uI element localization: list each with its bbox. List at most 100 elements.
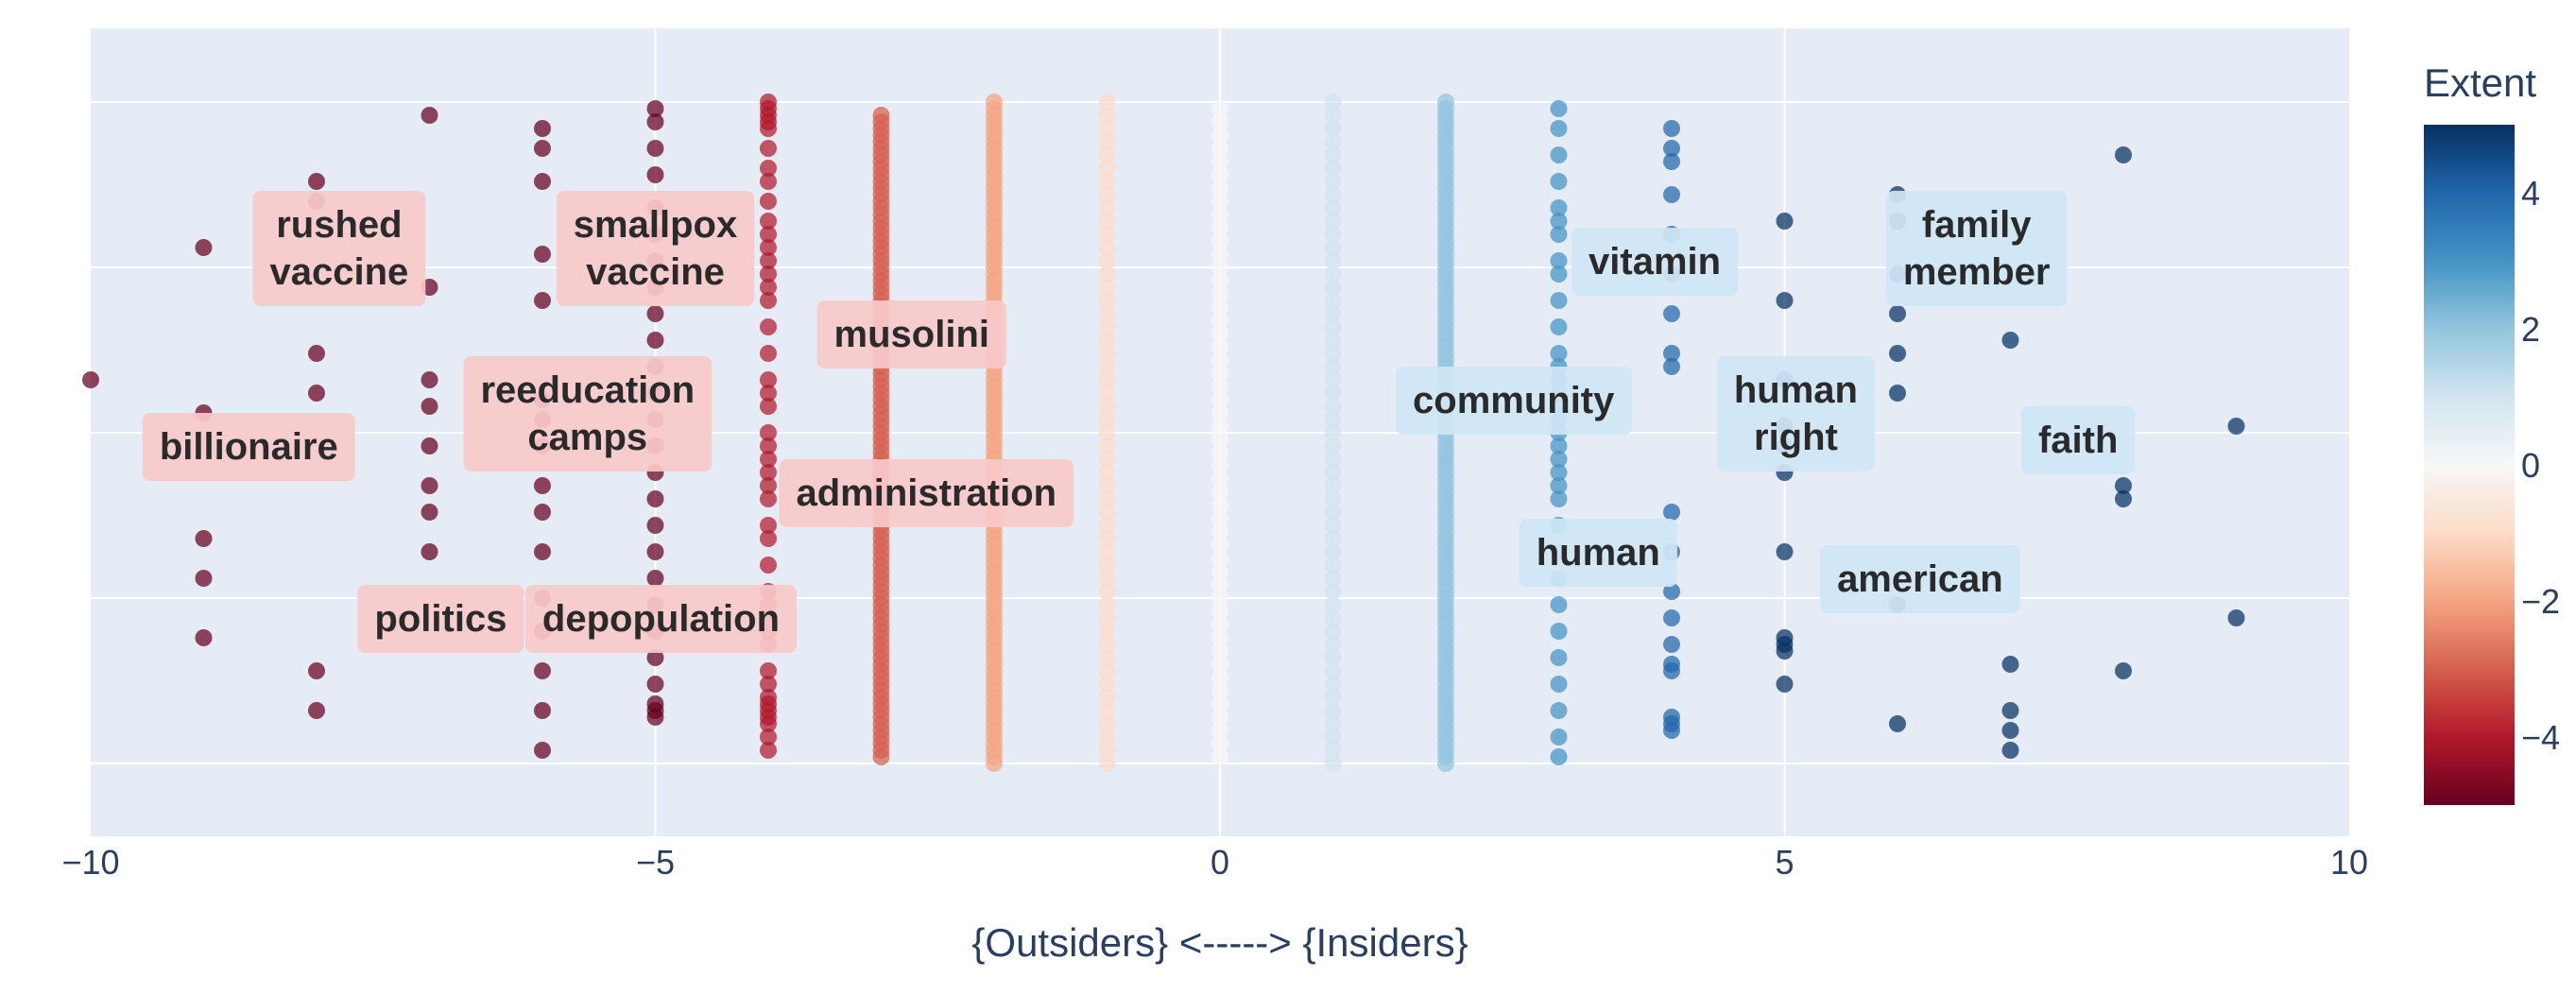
data-point (1211, 457, 1228, 474)
data-point (1211, 404, 1228, 421)
data-point (646, 543, 664, 560)
colorbar-tick-label: 2 (2521, 310, 2540, 349)
annotation-box (816, 300, 1006, 368)
annotation-text: community (1413, 380, 1615, 421)
data-point (760, 398, 777, 415)
annotation-box (252, 191, 426, 306)
data-point (1211, 180, 1228, 197)
annotation-label: human (1519, 519, 1677, 587)
data-point (1098, 755, 1116, 772)
data-point (1098, 133, 1116, 150)
data-point (1663, 583, 1680, 600)
data-point (1098, 689, 1116, 706)
data-point (1098, 728, 1116, 746)
data-point (1324, 490, 1342, 507)
data-point (1098, 345, 1116, 362)
data-point (1324, 345, 1342, 362)
annotation-label: family member (1885, 191, 2068, 306)
data-point (760, 464, 777, 481)
data-point (1324, 107, 1342, 124)
data-point (1211, 259, 1228, 276)
data-point (1098, 279, 1116, 296)
annotations: rushed vaccine smallpox vaccine musolini reed… (142, 191, 2136, 653)
data-point (1211, 629, 1228, 646)
data-point (1324, 133, 1342, 150)
data-point (534, 120, 551, 137)
annotation-box (556, 191, 755, 306)
data-point (1324, 213, 1342, 230)
data-point (1098, 398, 1116, 415)
annotation-label: rushed vaccine (252, 191, 426, 306)
data-point (1324, 596, 1342, 613)
data-point (760, 451, 777, 468)
colorbar-tick-label: −2 (2521, 582, 2560, 621)
colorbar: Extent 4 2 0 −2 −4 (2424, 60, 2560, 805)
data-point (1776, 543, 1794, 560)
data-point (1324, 557, 1342, 574)
data-point (1324, 609, 1342, 626)
data-point (1211, 682, 1228, 699)
annotation-label: smallpox vaccine (556, 191, 755, 306)
data-point (1663, 186, 1680, 203)
data-point (1324, 570, 1342, 587)
data-point (1324, 226, 1342, 243)
data-point (1550, 199, 1568, 216)
data-point (1550, 451, 1568, 468)
data-point (1550, 318, 1568, 335)
data-point (421, 107, 438, 124)
data-point (1211, 219, 1228, 236)
data-point (1098, 662, 1116, 679)
data-point (1098, 464, 1116, 481)
data-point (308, 662, 325, 679)
data-point (1098, 530, 1116, 547)
data-point (1324, 755, 1342, 772)
data-point (1776, 213, 1794, 230)
data-point (1324, 332, 1342, 349)
data-point (646, 709, 664, 726)
data-point (1098, 504, 1116, 521)
annotation-text: rushed (276, 204, 402, 246)
data-point (1098, 94, 1116, 111)
data-point (1550, 173, 1568, 190)
data-point (1324, 266, 1342, 283)
data-point (1211, 166, 1228, 183)
data-point (1663, 140, 1680, 157)
data-point (760, 279, 777, 296)
data-point (646, 166, 664, 183)
data-point (1098, 318, 1116, 335)
colorbar-title: Extent (2424, 60, 2536, 105)
data-point (1324, 728, 1342, 746)
annotation-text: vaccine (270, 251, 409, 293)
data-point (1550, 464, 1568, 481)
annotation-box (524, 585, 798, 653)
data-point (421, 543, 438, 560)
data-point (2001, 656, 2019, 673)
annotation-box (1820, 545, 2020, 613)
data-point (760, 517, 777, 534)
data-point (760, 173, 777, 190)
data-point (1098, 570, 1116, 587)
data-point (1211, 484, 1228, 501)
data-point (1324, 623, 1342, 640)
data-point (646, 490, 664, 507)
data-point (2001, 702, 2019, 719)
data-point (421, 437, 438, 454)
data-point (1211, 206, 1228, 223)
data-point (2115, 477, 2132, 494)
data-point (1550, 649, 1568, 666)
data-point (1324, 504, 1342, 521)
data-point (1211, 431, 1228, 448)
annotation-text: vaccine (586, 251, 725, 293)
data-point (1889, 305, 1906, 322)
data-point (421, 371, 438, 388)
data-point (1098, 517, 1116, 534)
data-point (2115, 146, 2132, 163)
data-point (308, 702, 325, 719)
data-point (760, 437, 777, 454)
data-point (1098, 107, 1116, 124)
annotation-text: camps (527, 417, 647, 458)
data-point (1211, 418, 1228, 435)
data-point (1550, 676, 1568, 693)
data-point (760, 160, 777, 177)
data-point (1211, 391, 1228, 408)
